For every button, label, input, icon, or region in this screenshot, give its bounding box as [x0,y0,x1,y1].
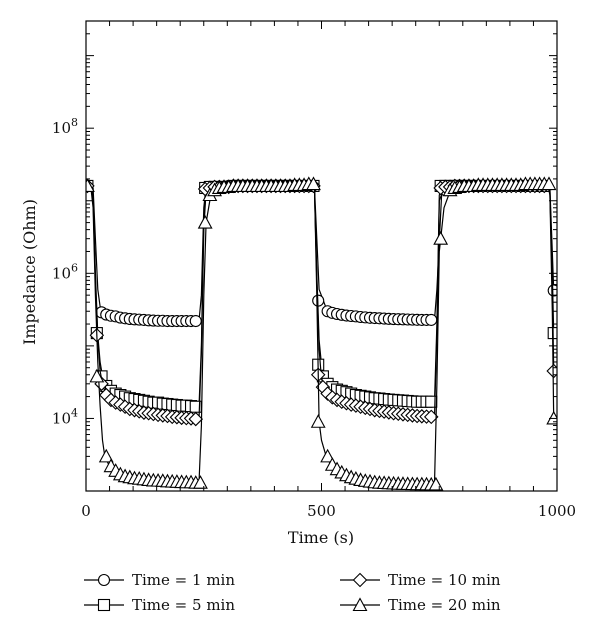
data-point-triangle [197,214,213,229]
legend-marker-circle [97,573,111,587]
series-triangle [86,176,557,491]
x-tick-label: 1000 [538,502,576,520]
legend-marker-diamond [352,572,368,588]
y-tick-label: 108 [52,116,78,137]
legend-item-diamond: Time = 10 min [340,571,501,589]
legend-item-square: Time = 5 min [84,596,235,614]
data-point-triangle [310,414,326,428]
y-tick-label: 106 [52,261,78,282]
x-tick-label: 500 [307,502,336,520]
data-point-triangle [86,178,95,192]
data-point-triangle [306,176,321,191]
legend-marker-square [97,598,111,612]
data-point-triangle [89,368,105,383]
data-point-triangle [320,448,336,463]
legend-marker-triangle [352,597,368,612]
axes: 0 500 1000 104 106 108 [52,20,576,520]
legend: Time = 1 min Time = 5 min Time = 10 min Tim… [84,571,501,614]
legend-label: Time = 5 min [132,596,235,614]
legend-item-circle: Time = 1 min [84,571,235,589]
x-tick-label: 0 [81,502,91,520]
plot-area [86,176,557,491]
data-point-triangle [98,448,114,463]
x-axis-label: Time (s) [288,528,354,547]
data-point-circle [189,314,202,328]
y-tick-label: 104 [52,406,78,427]
data-point-triangle [193,475,208,489]
data-point-diamond [188,411,204,427]
legend-label: Time = 20 min [388,596,501,614]
legend-item-triangle: Time = 20 min [340,596,501,614]
data-point-triangle [433,231,449,245]
legend-label: Time = 1 min [132,571,235,589]
data-point-triangle [541,176,557,191]
y-axis-label: Impedance (Ohm) [20,199,39,345]
legend-label: Time = 10 min [388,571,501,589]
data-point-circle [425,313,438,326]
